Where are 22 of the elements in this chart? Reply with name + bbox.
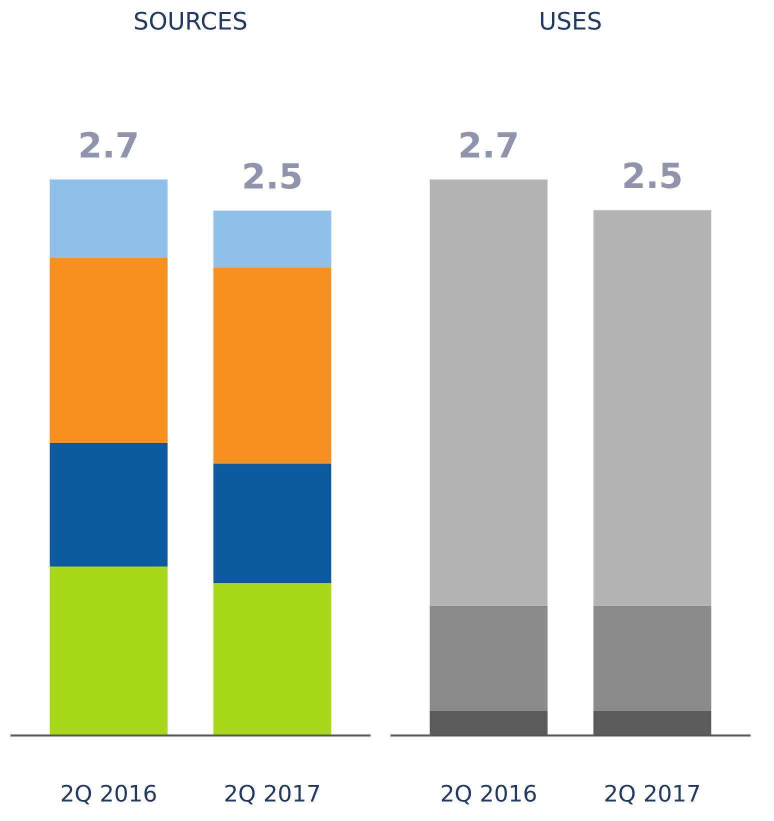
bar	[50, 257, 168, 444]
bar	[50, 443, 168, 566]
x-tick-label: 2Q 2017	[224, 782, 321, 808]
bar	[593, 606, 712, 712]
bar	[430, 180, 548, 606]
annotation: 2.7	[78, 126, 140, 166]
bar	[213, 267, 332, 464]
x-tick-label: 2Q 2016	[60, 782, 158, 808]
x-tick-label: 2Q 2016	[440, 782, 538, 808]
bar	[213, 583, 332, 736]
bar	[213, 464, 332, 584]
annotation: 2.5	[242, 157, 304, 198]
chart-title: SOURCES	[133, 8, 248, 36]
bar	[50, 566, 168, 736]
bar	[50, 180, 168, 258]
annotation: 2.7	[458, 126, 520, 166]
bar	[593, 210, 712, 606]
x-tick-label: 2Q 2017	[604, 782, 701, 808]
chart-title: USES	[538, 8, 602, 36]
annotation: 2.5	[622, 156, 684, 197]
bar	[213, 210, 332, 268]
bar	[430, 606, 548, 712]
